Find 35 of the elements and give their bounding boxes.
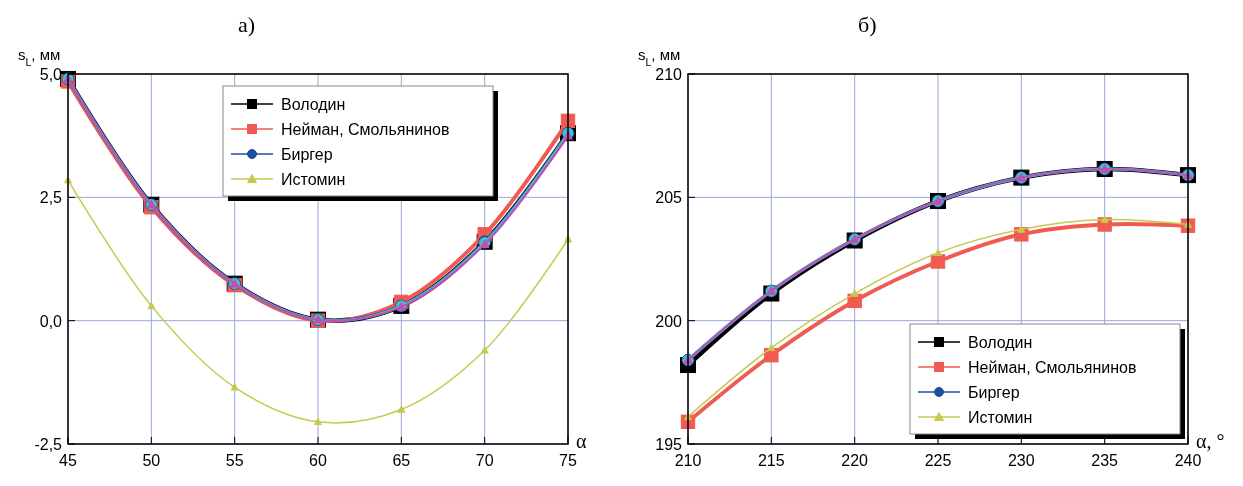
x-tick-label: 240 [1174,452,1202,469]
y-tick-label: -2,5 [34,436,63,453]
legend-label: Истомин [968,409,1033,426]
x-tick-label: 235 [1091,452,1119,469]
legend-label: Биргер [968,384,1020,401]
x-tick-label: 215 [757,452,785,469]
x-tick-label: 210 [674,452,702,469]
y-tick-label: 210 [655,66,683,83]
legend-label: Биргер [281,146,333,163]
x-tick-label: 220 [841,452,869,469]
x-tick-label: 230 [1007,452,1035,469]
x-tick-label: 45 [59,452,77,469]
y-axis-title: s$_{L}$, мм [638,46,681,68]
x-tick-label: 55 [225,452,244,469]
y-tick-label: 2,5 [39,189,63,207]
y-tick-label: 200 [655,312,683,330]
x-tick-label: 75 [559,452,577,469]
x-axis-title: α [576,430,587,452]
legend-label: Нейман, Смольянинов [968,359,1137,376]
legend-label: Володин [281,96,346,113]
x-tick-label: 60 [309,452,327,469]
x-tick-label: 225 [924,452,952,469]
legend-label: Володин [968,334,1033,351]
y-tick-label: 205 [655,189,683,207]
x-tick-label: 65 [392,452,411,469]
y-axis-title: s$_{L}$, мм [18,46,61,68]
x-tick-label: 50 [142,452,161,469]
x-tick-label: 70 [475,452,494,469]
legend-label: Нейман, Смольянинов [281,121,450,138]
chart-title: б) [858,12,877,37]
x-axis-title: α, ° [1196,430,1225,452]
y-tick-label: 195 [655,436,683,453]
chart-title: а) [238,12,256,37]
y-tick-label: 0,0 [39,312,63,330]
legend-label: Истомин [281,171,346,188]
